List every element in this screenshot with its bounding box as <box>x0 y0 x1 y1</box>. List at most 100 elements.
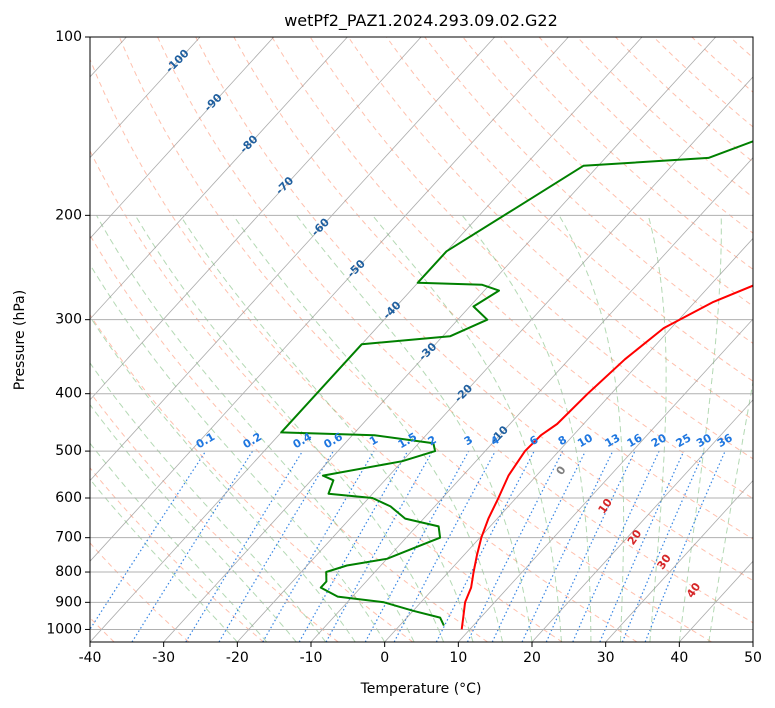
y-tick-label: 200 <box>55 207 82 223</box>
y-tick-label: 700 <box>55 530 82 546</box>
y-tick-label: 100 <box>55 29 82 45</box>
skewed-isotherm <box>90 37 496 482</box>
mixing-ratio-label: 1.5 <box>396 430 419 451</box>
moist-adiabat-label: 20 <box>625 527 645 547</box>
skewed-isotherm <box>90 37 569 562</box>
y-tick-label: 500 <box>55 443 82 459</box>
y-axis-label: Pressure (hPa) <box>12 290 28 390</box>
plot-frame <box>89 36 754 643</box>
dry-adiabat <box>233 37 753 540</box>
mixing-ratio-label: 3 <box>462 433 475 448</box>
skewed-isotherm <box>90 37 422 401</box>
dry-adiabat <box>90 234 488 642</box>
x-tick-label: -30 <box>152 650 175 666</box>
background-lines <box>90 37 775 642</box>
skewed-isotherm <box>752 641 753 642</box>
moist-adiabat <box>708 379 753 642</box>
mixing-ratio-line <box>435 450 535 642</box>
dry-adiabat <box>615 37 753 163</box>
dry-adiabat <box>90 542 190 642</box>
y-tick-label: 900 <box>55 594 82 610</box>
dry-adiabat <box>90 58 638 642</box>
skewed-isotherm <box>605 479 753 642</box>
x-axis: -40 -30 -20 -10 0 10 20 30 40 50 <box>79 642 762 666</box>
dry-adiabat <box>90 313 414 642</box>
skewed-isotherm <box>163 37 717 642</box>
moist-adiabat <box>558 215 625 642</box>
skewed-isotherm <box>237 76 753 642</box>
y-tick-label: 600 <box>55 490 82 506</box>
dry-adiabat <box>424 37 753 344</box>
skewed-isotherm <box>90 37 275 239</box>
mixing-ratio-label: 8 <box>556 433 569 448</box>
dry-adiabat <box>271 37 753 500</box>
dry-adiabat <box>576 37 753 198</box>
mixing-ratio-label: 0.1 <box>194 430 217 451</box>
mixing-ratio-line <box>90 450 207 631</box>
chart-title: wetPf2_PAZ1.2024.293.09.02.G22 <box>284 11 558 31</box>
mixing-ratio-label: 13 <box>603 431 623 450</box>
x-tick-label: -20 <box>226 650 249 666</box>
skewed-isotherm <box>310 157 753 642</box>
y-tick-label: 300 <box>55 312 82 328</box>
dry-adiabat <box>90 149 563 642</box>
y-axis: 100 200 300 400 500 600 700 800 900 1000 <box>46 29 90 637</box>
x-tick-label: 10 <box>449 650 467 666</box>
dry-adiabat <box>90 467 264 642</box>
temperature-profile-line <box>460 284 753 630</box>
x-tick-label: 50 <box>744 650 762 666</box>
mixing-ratio-label: 16 <box>625 431 645 450</box>
series-layer <box>280 140 753 630</box>
moist-adiabat <box>232 215 503 642</box>
dry-adiabat <box>90 391 339 642</box>
x-tick-label: 20 <box>523 650 541 666</box>
mixing-ratio-line <box>466 450 564 642</box>
moist-adiabat <box>647 215 667 642</box>
mixing-ratio-line <box>644 450 726 642</box>
dry-adiabat <box>195 37 753 582</box>
x-tick-label: -40 <box>79 650 102 666</box>
mixing-ratio-label: 36 <box>715 431 735 450</box>
moist-adiabat-label: 40 <box>684 580 704 600</box>
skewed-isotherm <box>90 37 348 320</box>
dry-adiabat <box>386 37 753 382</box>
dry-adiabat <box>462 37 753 307</box>
skewed-isotherm <box>384 237 753 642</box>
moist-adiabat <box>461 214 592 642</box>
moist-adiabat <box>90 362 327 642</box>
moist-adiabat-label: 30 <box>654 552 674 572</box>
moist-adiabat-label: 0 <box>554 463 569 477</box>
in-plot-labels: -100-90-80-70-60-50-40-30-20-100.1 0.2 0.4… <box>163 47 735 601</box>
x-tick-label: 40 <box>670 650 688 666</box>
skewed-isotherm <box>458 318 753 642</box>
moist-adiabat <box>90 263 386 642</box>
mixing-ratio-line <box>393 450 496 642</box>
dewpoint-profile-line <box>280 140 753 627</box>
y-tick-label: 1000 <box>46 621 82 637</box>
y-tick-label: 400 <box>55 386 82 402</box>
skewed-isotherm <box>90 37 201 159</box>
dry-adiabat <box>118 37 712 642</box>
x-tick-label: 30 <box>597 650 615 666</box>
dry-adiabat <box>691 37 753 93</box>
mixing-ratio-line <box>364 450 470 642</box>
moist-adiabat <box>90 442 268 642</box>
mixing-ratio-label: 25 <box>674 431 694 450</box>
mixing-ratio-line <box>218 450 334 642</box>
skewed-isotherm <box>679 560 753 642</box>
mixing-ratio-line <box>545 450 636 642</box>
mixing-ratio-line <box>185 450 304 642</box>
dry-adiabat <box>768 37 775 642</box>
dry-adiabat <box>538 37 753 234</box>
mixing-ratio-line <box>599 450 685 642</box>
dry-adiabat <box>157 37 753 624</box>
moist-adiabat <box>90 315 356 642</box>
mixing-ratio-line <box>621 450 705 642</box>
dry-adiabat <box>729 37 753 59</box>
skewed-isotherm <box>90 37 643 642</box>
mixing-ratio-label: 20 <box>649 431 669 450</box>
x-tick-label: 0 <box>380 650 389 666</box>
x-axis-label: Temperature (°C) <box>360 681 482 697</box>
moist-adiabat <box>678 215 722 642</box>
